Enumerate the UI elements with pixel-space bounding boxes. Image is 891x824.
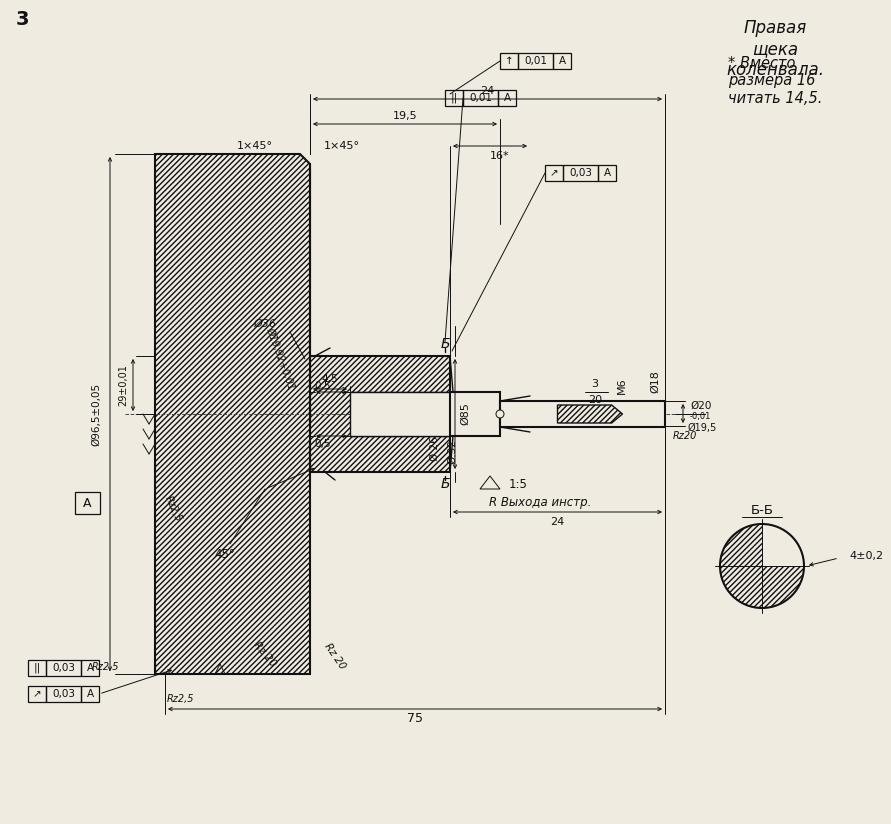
Text: Ø18: Ø18: [650, 371, 660, 393]
Text: Ø20: Ø20: [690, 401, 711, 411]
Text: Rz 20: Rz 20: [252, 639, 278, 668]
Text: R Выхода инстр.: R Выхода инстр.: [489, 495, 592, 508]
Bar: [545, 165, 563, 181]
Bar: [463, 90, 498, 106]
Text: A: A: [83, 497, 92, 509]
Text: Rz20: Rz20: [673, 431, 698, 441]
Text: 0,01: 0,01: [524, 56, 547, 66]
Text: 0,03: 0,03: [569, 168, 592, 178]
Text: 3: 3: [592, 379, 599, 389]
Text: 20: 20: [588, 395, 602, 405]
Text: 0,5: 0,5: [315, 381, 331, 391]
Text: Rz2,5: Rz2,5: [163, 494, 184, 523]
Bar: [310, 356, 450, 472]
Text: Б: Б: [440, 477, 450, 491]
Bar: [498, 90, 516, 106]
Bar: [28, 660, 46, 676]
Text: Rz 20: Rz 20: [323, 641, 347, 671]
Text: 45°: 45°: [215, 547, 235, 560]
Bar: [563, 165, 598, 181]
Text: 0,03: 0,03: [52, 663, 75, 673]
Text: 16*: 16*: [490, 151, 510, 161]
Bar: [28, 686, 46, 702]
Text: Rz2,5: Rz2,5: [91, 662, 119, 672]
Wedge shape: [762, 524, 804, 566]
Text: ||: ||: [33, 662, 41, 673]
Bar: [310, 356, 450, 472]
Text: ↑: ↑: [504, 56, 513, 66]
Bar: [553, 53, 571, 69]
Text: 1×45°: 1×45°: [324, 141, 360, 151]
Text: М6: М6: [617, 377, 627, 395]
Circle shape: [496, 410, 504, 418]
Text: 0,5: 0,5: [315, 439, 331, 449]
Text: ↗: ↗: [33, 689, 41, 699]
Text: 4,5: 4,5: [322, 374, 339, 384]
Text: 29±0,01: 29±0,01: [118, 364, 128, 406]
Text: Ø.32: Ø.32: [447, 439, 457, 465]
Bar: [445, 90, 463, 106]
Text: 0,03: 0,03: [52, 689, 75, 699]
Text: Ø19,92+0,01: Ø19,92+0,01: [264, 326, 296, 391]
Text: Б-Б: Б-Б: [750, 503, 773, 517]
Text: 0,01: 0,01: [469, 93, 492, 103]
Bar: [450, 392, 500, 436]
Text: A: A: [86, 663, 94, 673]
Bar: [500, 401, 665, 427]
Text: A: A: [503, 93, 511, 103]
Text: Ø36: Ø36: [254, 319, 276, 329]
Bar: [350, 392, 450, 436]
Bar: [75, 492, 100, 514]
Text: 3: 3: [15, 10, 29, 29]
Text: 1×45°: 1×45°: [237, 141, 273, 151]
Bar: [518, 53, 553, 69]
Bar: [81, 686, 99, 702]
Text: A: A: [86, 689, 94, 699]
Text: 24: 24: [480, 86, 495, 96]
Text: -0,01: -0,01: [690, 411, 711, 420]
Text: Б: Б: [440, 337, 450, 351]
Text: Ø 26: Ø 26: [430, 437, 440, 461]
Text: * Вместо
размера 16
читать 14,5.: * Вместо размера 16 читать 14,5.: [728, 56, 822, 105]
Text: 24: 24: [551, 517, 565, 527]
Text: Ø19,5: Ø19,5: [688, 423, 717, 433]
Text: 1:5: 1:5: [509, 477, 527, 490]
Text: Ø96,5±0,05: Ø96,5±0,05: [91, 382, 101, 446]
Text: 75: 75: [407, 713, 423, 725]
Text: 4±0,2: 4±0,2: [849, 551, 883, 561]
Text: Правая
щека
коленвала.: Правая щека коленвала.: [726, 19, 824, 78]
Polygon shape: [480, 476, 500, 489]
Text: Rz2,5: Rz2,5: [167, 694, 193, 704]
Bar: [81, 660, 99, 676]
Text: ||: ||: [450, 93, 458, 103]
Bar: [500, 53, 518, 69]
Bar: [46, 686, 81, 702]
Text: A: A: [559, 56, 566, 66]
Text: ↗: ↗: [550, 168, 559, 178]
Bar: [598, 165, 616, 181]
Text: A: A: [603, 168, 610, 178]
Bar: [46, 660, 81, 676]
Text: 19,5: 19,5: [393, 111, 417, 121]
Text: Ø85: Ø85: [460, 403, 470, 425]
